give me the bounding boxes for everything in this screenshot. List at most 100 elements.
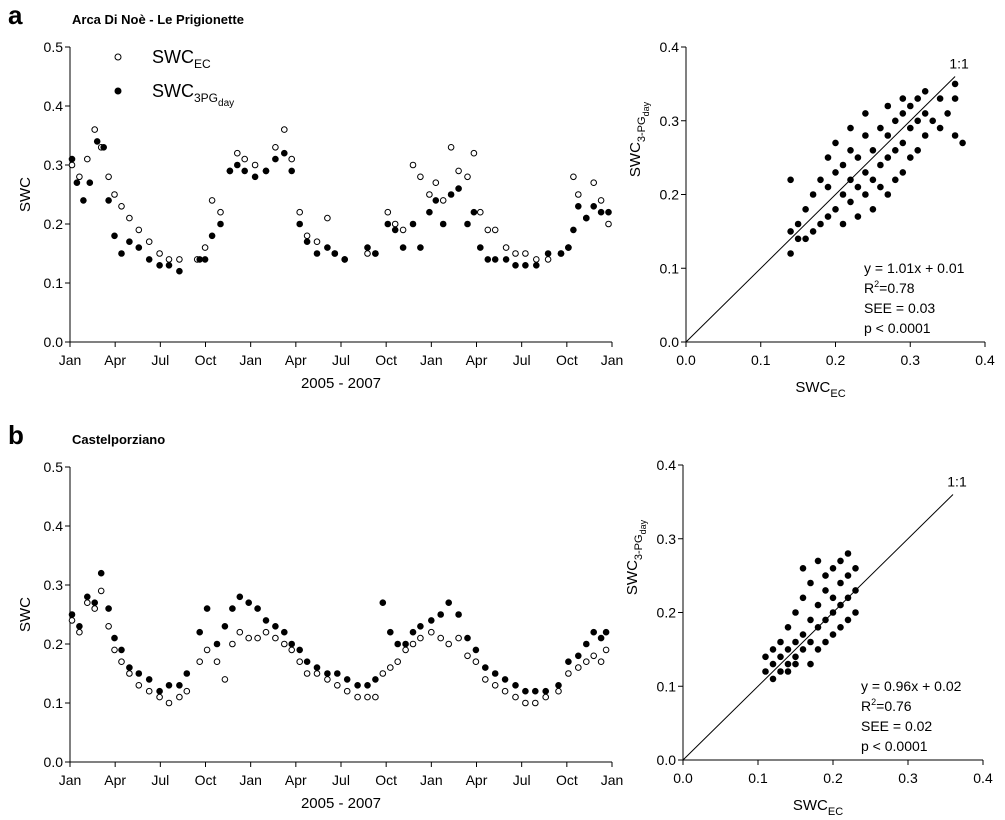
data-point <box>822 572 829 579</box>
x-tick-label: Apr <box>104 352 126 368</box>
data-point-3pg <box>118 250 125 257</box>
x-tick-label: Apr <box>466 352 488 368</box>
data-point-ec <box>605 220 612 228</box>
x-tick-label: Oct <box>195 352 217 368</box>
data-point <box>839 220 847 228</box>
data-point-3pg <box>426 208 433 216</box>
data-point-ec <box>387 664 394 671</box>
data-point <box>769 675 777 683</box>
y-tick-label: 0.0 <box>660 334 680 350</box>
y-axis-label: SWC3-PGday <box>627 101 651 177</box>
data-point-3pg <box>226 167 234 175</box>
data-point-3pg <box>213 640 221 648</box>
y-tick-label: 0.5 <box>44 459 64 475</box>
stats-r2: R2=0.78 <box>864 279 915 296</box>
data-point <box>899 110 907 117</box>
data-point-ec <box>97 587 105 595</box>
data-point <box>814 624 822 631</box>
data-point <box>899 139 907 147</box>
x-tick-label: 0.1 <box>748 770 768 786</box>
data-point-ec <box>111 646 118 654</box>
data-point-ec <box>432 179 440 186</box>
data-point-3pg <box>522 687 529 695</box>
data-point-3pg <box>234 161 241 169</box>
x-tick-label: Oct <box>195 772 217 788</box>
data-point-3pg <box>241 167 248 175</box>
data-point-3pg <box>296 220 304 228</box>
y-axis-label: SWC3-PGday <box>624 519 648 595</box>
x-tick-label: 0.2 <box>826 352 846 368</box>
data-point <box>847 124 854 132</box>
one-to-one-label: 1:1 <box>947 474 967 490</box>
data-point <box>837 557 844 565</box>
y-tick-label: 0.2 <box>44 636 64 652</box>
data-point <box>852 587 859 594</box>
data-point-ec <box>482 676 489 683</box>
data-point-3pg <box>482 664 489 671</box>
x-tick-label: Apr <box>285 352 307 368</box>
data-point <box>822 638 829 646</box>
data-point <box>817 176 824 184</box>
data-point-3pg <box>334 670 341 677</box>
data-point-ec <box>245 634 252 642</box>
data-point <box>762 668 769 675</box>
data-point-3pg <box>251 173 259 181</box>
data-point-ec <box>183 687 191 695</box>
data-point-ec <box>91 126 98 133</box>
data-point-3pg <box>118 646 125 654</box>
data-point <box>769 660 777 668</box>
data-point <box>839 191 847 198</box>
stats-r2-value: =0.76 <box>876 698 912 714</box>
data-point <box>807 638 814 646</box>
data-point-3pg <box>196 628 203 636</box>
data-point <box>807 616 814 624</box>
data-point-3pg <box>100 144 107 151</box>
data-point-3pg <box>565 244 572 251</box>
y-tick-label: 0.1 <box>44 695 64 711</box>
data-point-3pg <box>417 244 424 251</box>
data-point <box>852 609 859 616</box>
data-point-ec <box>156 250 163 257</box>
data-point <box>892 176 899 184</box>
legend-label-ec-base: SWC <box>152 47 194 67</box>
data-point-ec <box>590 652 598 660</box>
x-tick-label: 0.4 <box>975 352 995 368</box>
data-point <box>829 631 837 638</box>
data-point <box>899 95 907 102</box>
data-point-ec <box>491 682 499 689</box>
y-axis-label-subsub: day <box>638 519 648 534</box>
data-point-ec <box>135 226 143 234</box>
data-point-3pg <box>583 640 590 648</box>
y-tick-label: 0.1 <box>660 260 680 276</box>
x-tick-label: Apr <box>285 772 307 788</box>
legend-label-ec: SWCEC <box>152 47 211 71</box>
data-point-ec <box>145 687 153 695</box>
data-point-ec <box>165 256 173 263</box>
data-point-ec <box>439 197 447 204</box>
data-point-3pg <box>417 623 424 630</box>
data-point <box>799 646 807 653</box>
data-point-ec <box>602 646 610 654</box>
data-point-3pg <box>445 599 453 607</box>
data-point-ec <box>303 232 311 240</box>
data-point <box>844 616 852 624</box>
data-point <box>784 660 792 668</box>
x-tick-label: 0.3 <box>901 352 921 368</box>
data-point-ec <box>472 658 480 666</box>
x-tick-label: Jul <box>332 352 350 368</box>
data-point <box>784 646 792 653</box>
x-tick-label: 0.0 <box>676 352 696 368</box>
timeseries-plot-b: 0.0 0.1 0.2 0.3 0.4 0.5 Jan Apr Jul Oct Jan Apr Jul O… <box>17 459 623 812</box>
data-point <box>817 220 824 228</box>
y-tick-label: 0.2 <box>44 216 64 232</box>
data-point-ec <box>126 670 133 677</box>
x-tick-label: Jul <box>151 772 169 788</box>
stats-p: p < 0.0001 <box>861 738 928 754</box>
data-point-3pg <box>68 155 76 163</box>
x-tick-label: Jan <box>420 772 443 788</box>
data-point-ec <box>254 634 261 642</box>
data-point-3pg <box>597 208 605 216</box>
x-tick-label: Jan <box>601 352 624 368</box>
data-point-ec <box>402 646 409 654</box>
x-tick-label: 0.3 <box>898 770 918 786</box>
